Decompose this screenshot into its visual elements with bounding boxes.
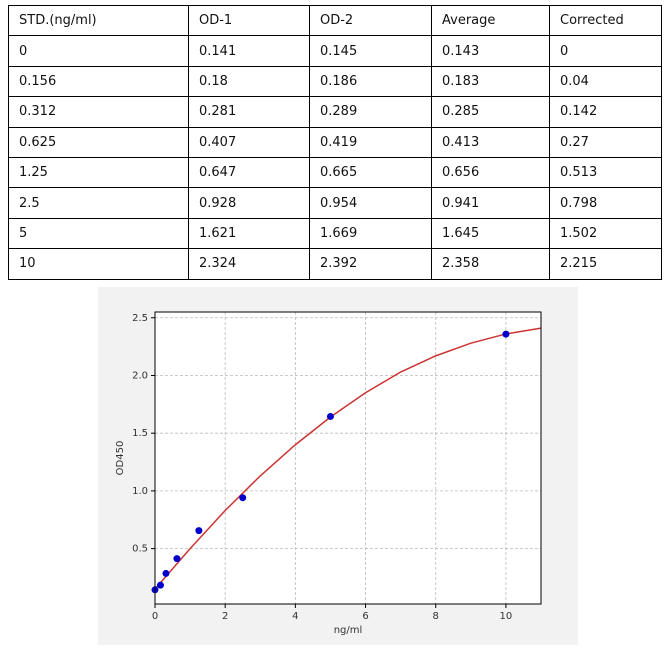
x-tick-label: 10: [500, 611, 513, 622]
y-tick-label: 0.5: [132, 544, 148, 555]
table-cell: STD.(ng/ml): [8, 4, 189, 37]
table-cell: 0.407: [188, 126, 310, 158]
table-cell: 0: [549, 35, 662, 67]
table-cell: OD-1: [188, 4, 310, 37]
x-tick-label: 0: [152, 611, 158, 622]
table-cell: 1.645: [431, 217, 550, 250]
table-row: 1.25 0.647 0.665 0.656 0.513: [8, 156, 662, 189]
table-cell: 0.413: [431, 126, 550, 158]
table-cell: 1.621: [188, 217, 310, 250]
plot-frame: [154, 311, 542, 605]
data-point: [326, 412, 334, 420]
table-cell: 2.5: [8, 187, 189, 219]
table-cell: Corrected: [549, 4, 662, 37]
table-cell: 0.141: [188, 35, 310, 67]
table-cell: 0.941: [431, 187, 550, 219]
y-tick-label: 1.5: [132, 428, 148, 439]
table-cell: 0: [8, 35, 189, 67]
table-row: 0.312 0.281 0.289 0.285 0.142: [8, 96, 662, 128]
plot-area: [155, 312, 541, 604]
table-cell: 0.186: [309, 65, 432, 98]
data-point: [195, 527, 203, 535]
table-cell: 0.928: [188, 187, 310, 219]
table-cell: 1.669: [309, 217, 432, 250]
x-tick-label: 8: [433, 611, 439, 622]
x-tick-label: 4: [292, 611, 298, 622]
table-cell: 0.281: [188, 96, 310, 128]
table-cell: 1.25: [8, 156, 189, 189]
table-cell: 0.312: [8, 96, 189, 128]
y-tick-label: 2.5: [132, 313, 148, 324]
x-tick-label: 2: [222, 611, 228, 622]
x-tick-label: 6: [362, 611, 368, 622]
table-row: 0.625 0.407 0.419 0.413 0.27: [8, 126, 662, 158]
table-cell: 0.143: [431, 35, 550, 67]
data-point: [173, 555, 181, 563]
table-cell: 2.358: [431, 248, 550, 280]
table-cell: 0.142: [549, 96, 662, 128]
table-cell: 2.392: [309, 248, 432, 280]
table-cell: 2.324: [188, 248, 310, 280]
table-row: STD.(ng/ml) OD-1 OD-2 Average Corrected: [8, 4, 662, 37]
table-cell: 0.665: [309, 156, 432, 189]
table-cell: 0.954: [309, 187, 432, 219]
table-row: 5 1.621 1.669 1.645 1.502: [8, 217, 662, 250]
table-cell: 0.04: [549, 65, 662, 98]
table-cell: 0.625: [8, 126, 189, 158]
table-row: 0.156 0.18 0.186 0.183 0.04: [8, 65, 662, 98]
x-axis-label: ng/ml: [334, 625, 363, 636]
table-cell: 2.215: [549, 248, 662, 280]
table-cell: 10: [8, 248, 189, 280]
table-cell: 0.656: [431, 156, 550, 189]
table-row: 10 2.324 2.392 2.358 2.215: [8, 248, 662, 280]
table-cell: 0.647: [188, 156, 310, 189]
table-cell: 0.156: [8, 65, 189, 98]
y-tick-label: 2.0: [132, 370, 148, 381]
table-cell: 0.513: [549, 156, 662, 189]
data-table: STD.(ng/ml) OD-1 OD-2 Average Corrected 0 0.14…: [8, 4, 662, 280]
data-point: [239, 494, 247, 502]
table-cell: 0.18: [188, 65, 310, 98]
table-row: 0 0.141 0.145 0.143 0: [8, 35, 662, 67]
table-cell: 0.289: [309, 96, 432, 128]
table-cell: 5: [8, 217, 189, 250]
table-cell: 0.798: [549, 187, 662, 219]
data-point: [502, 330, 510, 338]
table-cell: Average: [431, 4, 550, 37]
table-cell: 0.285: [431, 96, 550, 128]
y-tick-label: 1.0: [132, 486, 148, 497]
data-point: [162, 569, 170, 577]
table-row: 2.5 0.928 0.954 0.941 0.798: [8, 187, 662, 219]
table-cell: 0.27: [549, 126, 662, 158]
table-cell: 0.419: [309, 126, 432, 158]
data-point: [156, 581, 164, 589]
chart: ng/ml OD450 0.5 1.0 1.5 2.0 2.5 0 2 4 6 8 10: [98, 287, 578, 645]
fit-curve: [154, 327, 542, 590]
table-cell: OD-2: [309, 4, 432, 37]
table-cell: 0.145: [309, 35, 432, 67]
table-cell: 1.502: [549, 217, 662, 250]
table-cell: 0.183: [431, 65, 550, 98]
y-axis-label: OD450: [115, 441, 126, 476]
